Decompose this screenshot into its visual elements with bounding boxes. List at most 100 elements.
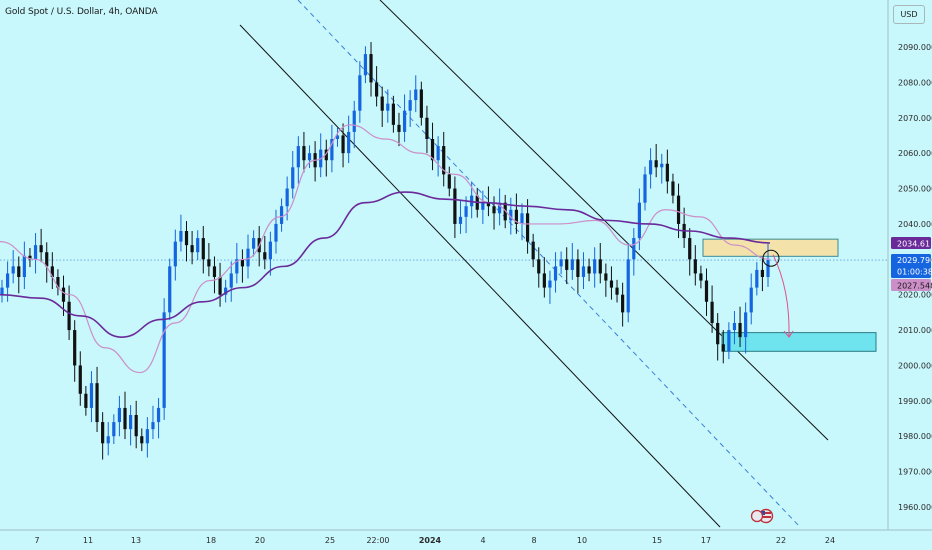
candle-body[interactable] xyxy=(330,139,334,161)
candle-body[interactable] xyxy=(548,280,552,288)
candle-body[interactable] xyxy=(419,89,423,118)
candle-body[interactable] xyxy=(145,429,149,444)
candle-body[interactable] xyxy=(285,188,289,207)
candle-body[interactable] xyxy=(425,117,429,139)
candle-body[interactable] xyxy=(201,238,205,260)
candle-body[interactable] xyxy=(727,330,731,352)
candle-body[interactable] xyxy=(665,163,669,182)
candle-body[interactable] xyxy=(45,252,49,267)
candle-body[interactable] xyxy=(643,174,647,203)
candle-body[interactable] xyxy=(470,195,474,207)
candle-body[interactable] xyxy=(749,287,753,313)
candle-body[interactable] xyxy=(207,259,211,267)
projection-arrow[interactable] xyxy=(772,254,790,337)
candle-body[interactable] xyxy=(637,202,642,239)
candle-body[interactable] xyxy=(391,103,395,125)
candle-body[interactable] xyxy=(570,259,574,270)
candle-body[interactable] xyxy=(168,266,172,313)
candle-body[interactable] xyxy=(296,146,300,168)
candle-body[interactable] xyxy=(184,231,189,246)
candle-body[interactable] xyxy=(609,280,614,288)
candle-body[interactable] xyxy=(458,216,463,224)
candle-body[interactable] xyxy=(704,280,709,302)
moving-average-slow-line[interactable] xyxy=(0,191,771,338)
candle-body[interactable] xyxy=(671,181,675,196)
candle-body[interactable] xyxy=(151,422,155,430)
candle-body[interactable] xyxy=(766,260,770,277)
candle-body[interactable] xyxy=(621,294,625,313)
candle-body[interactable] xyxy=(732,323,737,331)
candle-body[interactable] xyxy=(307,153,312,161)
candle-body[interactable] xyxy=(347,131,351,154)
candle-body[interactable] xyxy=(531,241,535,260)
candle-body[interactable] xyxy=(369,54,373,83)
candle-body[interactable] xyxy=(654,160,658,168)
candle-body[interactable] xyxy=(414,89,418,101)
candle-body[interactable] xyxy=(525,213,530,242)
candle-body[interactable] xyxy=(688,238,692,260)
candle-body[interactable] xyxy=(212,266,217,277)
candle-body[interactable] xyxy=(291,167,295,189)
candle-body[interactable] xyxy=(0,287,4,295)
candle-body[interactable] xyxy=(615,287,619,295)
candle-body[interactable] xyxy=(162,312,166,408)
candle-body[interactable] xyxy=(632,238,636,260)
candle-body[interactable] xyxy=(279,206,284,224)
candle-body[interactable] xyxy=(28,255,32,260)
candle-body[interactable] xyxy=(156,407,161,423)
candle-body[interactable] xyxy=(140,436,144,444)
candle-body[interactable] xyxy=(386,103,390,111)
candle-body[interactable] xyxy=(676,195,681,224)
candle-body[interactable] xyxy=(486,202,491,207)
channel-lower-line[interactable] xyxy=(239,24,721,528)
candle-body[interactable] xyxy=(498,202,502,214)
us-event-flag-icon[interactable] xyxy=(750,508,774,524)
candle-body[interactable] xyxy=(302,146,306,161)
candle-body[interactable] xyxy=(716,323,720,345)
candle-body[interactable] xyxy=(576,259,580,277)
candle-body[interactable] xyxy=(481,202,485,210)
candle-body[interactable] xyxy=(78,365,82,394)
candle-body[interactable] xyxy=(335,135,340,139)
candle-body[interactable] xyxy=(61,287,66,302)
candle-body[interactable] xyxy=(128,415,133,430)
candle-body[interactable] xyxy=(341,135,345,154)
candle-body[interactable] xyxy=(587,266,591,274)
candle-body[interactable] xyxy=(453,188,457,224)
candle-body[interactable] xyxy=(537,259,541,274)
candle-body[interactable] xyxy=(408,100,412,111)
candle-body[interactable] xyxy=(721,344,725,352)
candle-body[interactable] xyxy=(352,110,356,132)
candle-body[interactable] xyxy=(380,96,384,111)
candle-body[interactable] xyxy=(39,245,43,253)
candle-body[interactable] xyxy=(268,241,272,260)
candle-body[interactable] xyxy=(218,277,222,295)
candle-body[interactable] xyxy=(240,259,245,267)
moving-average-fast-line[interactable] xyxy=(0,124,771,374)
candle-body[interactable] xyxy=(710,301,714,323)
target-zone[interactable] xyxy=(721,332,877,352)
candle-body[interactable] xyxy=(581,266,586,277)
candle-body[interactable] xyxy=(22,255,26,277)
candle-body[interactable] xyxy=(593,259,597,274)
candle-body[interactable] xyxy=(375,82,379,97)
candle-body[interactable] xyxy=(235,259,239,274)
candle-body[interactable] xyxy=(33,245,38,260)
candle-body[interactable] xyxy=(744,312,748,338)
channel-mid-dashed-line[interactable] xyxy=(297,0,801,528)
candle-body[interactable] xyxy=(252,238,256,249)
candle-body[interactable] xyxy=(56,277,60,288)
candle-body[interactable] xyxy=(565,259,569,270)
candle-body[interactable] xyxy=(598,259,602,274)
candle-body[interactable] xyxy=(514,209,518,224)
candle-body[interactable] xyxy=(50,266,54,277)
reaction-circle-marker[interactable] xyxy=(762,249,780,267)
candle-body[interactable] xyxy=(89,383,94,408)
candle-body[interactable] xyxy=(134,415,138,437)
candle-body[interactable] xyxy=(447,174,451,189)
candle-body[interactable] xyxy=(693,259,697,274)
candle-body[interactable] xyxy=(442,146,446,175)
candle-body[interactable] xyxy=(660,163,664,168)
candle-body[interactable] xyxy=(73,330,77,366)
